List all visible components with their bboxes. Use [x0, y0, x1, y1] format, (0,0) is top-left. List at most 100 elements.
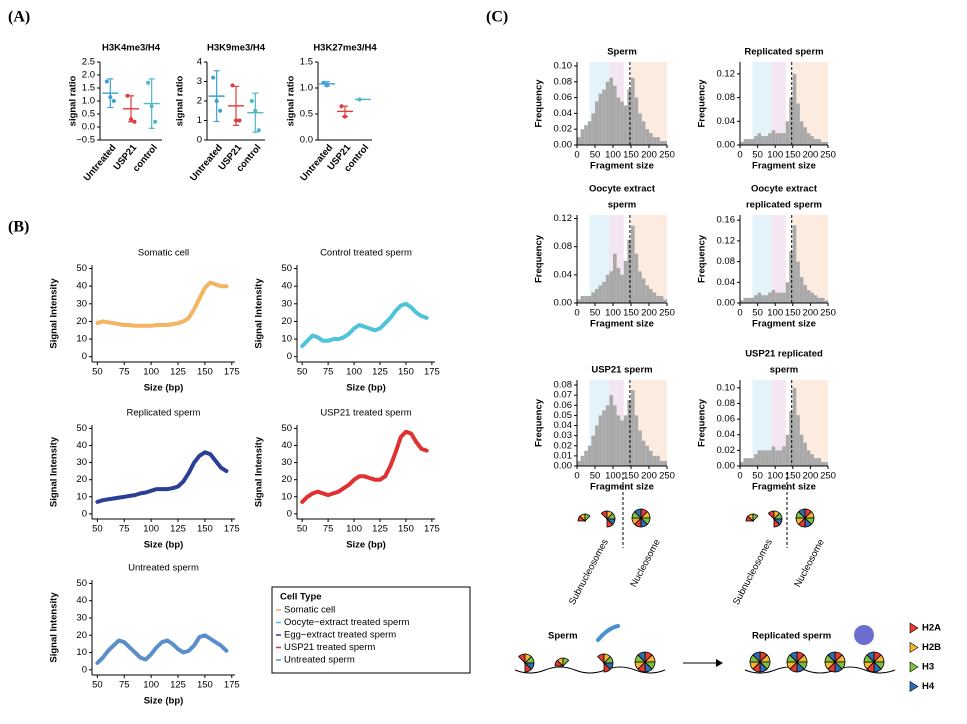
bar: [663, 141, 667, 145]
y-tick-label: 0.10: [554, 60, 573, 71]
bar: [620, 274, 624, 303]
data-point: [125, 93, 130, 98]
line-series: [300, 429, 429, 504]
y-axis-label: Frequency: [534, 234, 545, 283]
bar: [761, 450, 765, 466]
bar: [616, 267, 621, 303]
data-point: [325, 83, 329, 88]
bar: [580, 129, 585, 145]
bar: [806, 133, 811, 145]
chart: 0.00 0.04 0.08 0.12 0 50 100 150 200 250 Replicate…: [697, 47, 836, 172]
region: [771, 62, 786, 145]
chart: 0 10 20 30 40 50 50 75 100 125 150 175 Control treat…: [254, 248, 440, 394]
bar: [757, 292, 762, 303]
y-tick-label: 20: [281, 474, 292, 485]
histone-slice: [562, 657, 570, 667]
x-tick-label: 50: [92, 524, 103, 535]
x-tick-label: 125: [372, 367, 388, 378]
bar: [785, 121, 790, 145]
bar: [754, 295, 758, 303]
chart: 0 10 20 30 40 50 50 75 100 125 150 175 Untreated spe…: [49, 563, 240, 707]
bar: [663, 460, 667, 466]
bar: [634, 97, 639, 145]
bar: [595, 425, 599, 466]
y-tick-label: 40: [76, 281, 87, 292]
histone-legend-label: H2A: [922, 623, 941, 634]
y-tick-label: 0.00: [717, 298, 736, 309]
bar: [775, 292, 779, 303]
y-tick-label: 0.04: [554, 420, 573, 431]
x-axis-label: Fragment size: [752, 319, 816, 330]
data-point: [256, 128, 261, 133]
histone-slice: [597, 653, 605, 664]
y-tick-label: 0: [82, 664, 87, 675]
bar: [747, 139, 751, 145]
x-tick-label: 200: [641, 308, 657, 319]
region: [771, 380, 786, 466]
bar: [659, 460, 664, 466]
x-tick-label: 125: [170, 367, 186, 378]
y-axis-label: signal ratio: [68, 75, 79, 126]
bar: [591, 435, 595, 466]
bar: [775, 133, 779, 145]
x-tick-label: 50: [297, 524, 308, 535]
data-point: [339, 104, 344, 109]
y-tick-label: 0.06: [554, 400, 573, 411]
legend-label: Egg−extract treated sperm: [284, 630, 396, 641]
bar: [580, 295, 585, 303]
bar: [817, 297, 821, 303]
bar: [806, 450, 811, 466]
chart-title: USP21 treated sperm: [320, 408, 411, 419]
x-tick-label: 100: [605, 150, 621, 161]
bar: [659, 295, 664, 303]
histone-legend-symbol: [909, 622, 919, 634]
bar: [792, 387, 797, 466]
y-tick-label: 0: [287, 508, 292, 519]
diagram-label: Subnucleosomes: [731, 537, 775, 607]
bar: [796, 103, 800, 145]
data-point: [253, 108, 258, 113]
histone-slice: [600, 510, 608, 520]
icon: [596, 624, 620, 642]
nucleosome-icon: [824, 651, 846, 673]
bar: [813, 458, 818, 466]
x-tick-label: 0: [737, 150, 742, 161]
bar: [747, 458, 751, 466]
bar: [799, 277, 804, 303]
data-point: [230, 83, 235, 88]
bar: [764, 136, 769, 145]
y-tick-label: 1.0: [82, 96, 95, 107]
bar: [598, 415, 603, 466]
x-tick-label: 75: [323, 367, 334, 378]
bar: [810, 136, 814, 145]
chart-title: sperm: [608, 200, 637, 211]
bar: [649, 450, 653, 466]
y-tick-label: 30: [76, 298, 87, 309]
y-tick-label: 0.06: [717, 414, 736, 425]
x-tick-label: 250: [820, 308, 836, 319]
bar: [785, 282, 790, 303]
bar: [602, 281, 606, 303]
bar: [757, 133, 762, 145]
nucleosome-icon: [863, 651, 885, 673]
bar: [631, 390, 635, 466]
bar: [824, 300, 828, 303]
legend-label: Somatic cell: [284, 605, 335, 616]
bar: [810, 292, 814, 303]
x-tick-label: 0: [574, 308, 579, 319]
bar: [796, 415, 800, 466]
dna: [744, 666, 896, 674]
y-tick-label: 0.00: [554, 298, 573, 309]
bar: [598, 285, 603, 303]
region: [589, 215, 610, 303]
histone-legend-label: H3: [922, 662, 934, 673]
bar: [799, 434, 804, 466]
x-tick-label: 250: [659, 150, 675, 161]
bar: [577, 299, 581, 303]
nucleosome-icon: [518, 653, 535, 673]
y-tick-label: 2.5: [82, 57, 95, 68]
y-tick-label: 10: [281, 491, 292, 502]
bar: [609, 271, 613, 303]
bar: [785, 434, 790, 466]
